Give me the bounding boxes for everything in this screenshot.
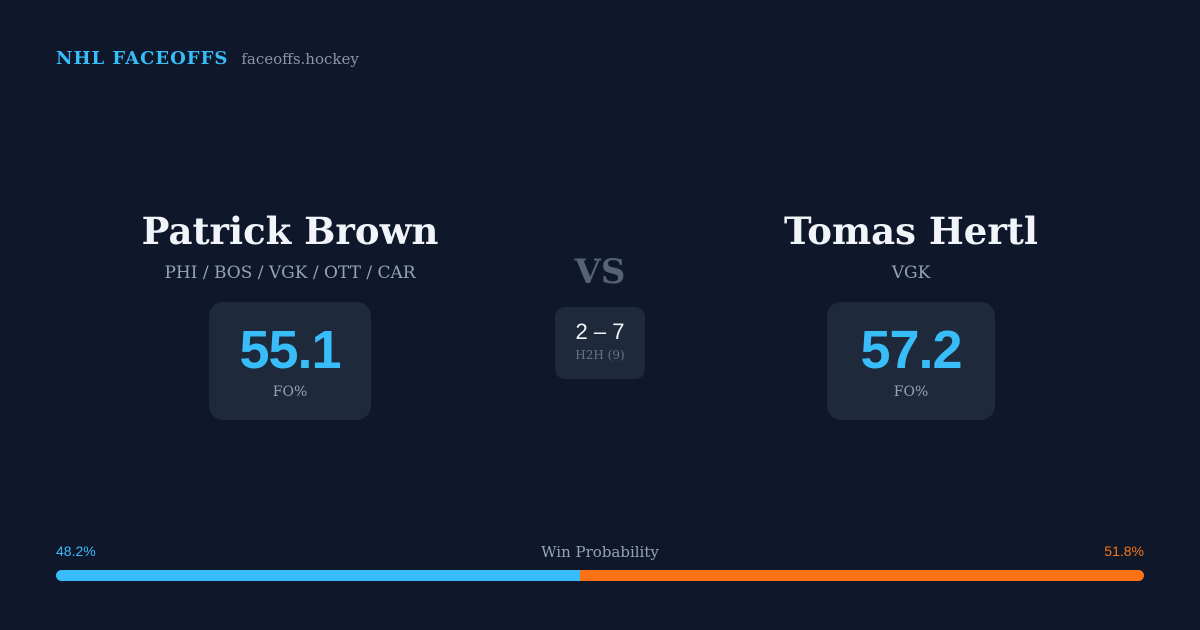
- h2h-score: 2 – 7: [575, 319, 625, 344]
- win-probability-left-pct: 48.2%: [56, 543, 96, 559]
- player-left-fo-card: 55.1 FO%: [209, 302, 371, 420]
- player-left: Patrick Brown PHI / BOS / VGK / OTT / CA…: [40, 205, 540, 285]
- player-right-fo-value: 57.2: [860, 320, 962, 380]
- player-right-teams: VGK: [891, 263, 931, 283]
- win-probability-bar: [56, 570, 1144, 581]
- player-left-teams: PHI / BOS / VGK / OTT / CAR: [164, 263, 416, 283]
- head-to-head-card: 2 – 7 H2H (9): [555, 307, 645, 379]
- h2h-label: H2H (9): [575, 348, 625, 362]
- header: NHL FACEOFFS faceoffs.hockey: [56, 48, 359, 69]
- player-right-name: Tomas Hertl: [784, 209, 1038, 253]
- player-right: Tomas Hertl VGK: [661, 205, 1161, 285]
- player-left-name: Patrick Brown: [141, 209, 439, 253]
- brand-title[interactable]: NHL FACEOFFS: [56, 48, 229, 69]
- player-left-fo-value: 55.1: [239, 320, 341, 380]
- win-probability-right-pct: 51.8%: [1104, 543, 1144, 559]
- win-probability-labels: Win Probability 48.2% 51.8%: [56, 543, 1144, 563]
- player-left-fo-label: FO%: [272, 384, 308, 400]
- win-probability-right-fill: [580, 570, 1144, 581]
- player-right-fo-card: 57.2 FO%: [827, 302, 995, 420]
- site-domain[interactable]: faceoffs.hockey: [241, 50, 359, 68]
- player-right-fo-label: FO%: [893, 384, 929, 400]
- win-probability-title: Win Probability: [541, 543, 659, 561]
- win-probability-left-fill: [56, 570, 581, 581]
- vs-label: VS: [574, 252, 626, 292]
